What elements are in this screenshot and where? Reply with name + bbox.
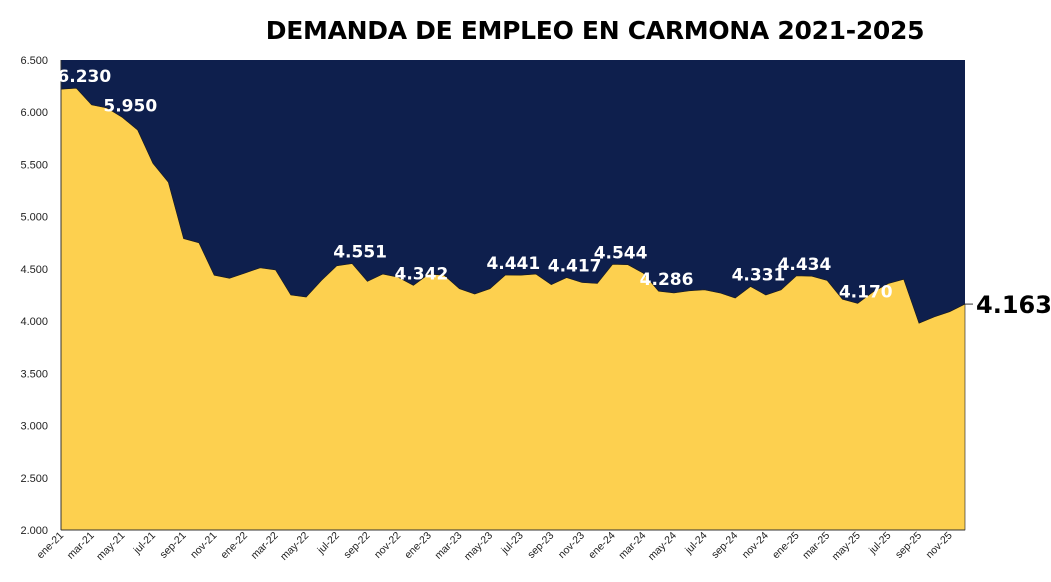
y-tick-label: 4.000	[20, 316, 48, 328]
x-tick-label: ene-25	[770, 530, 802, 562]
chart-title: DEMANDA DE EMPLEO EN CARMONA 2021-2025	[265, 16, 925, 45]
data-label: 4.170	[839, 282, 893, 302]
x-tick-label: sep-24	[709, 530, 740, 561]
x-tick-label: sep-25	[893, 530, 924, 561]
data-label: 4.342	[395, 264, 449, 284]
x-tick-label: nov-23	[556, 530, 587, 561]
x-tick-label: sep-23	[525, 530, 556, 561]
x-tick-label: jul-25	[866, 530, 893, 557]
y-tick-label: 5.500	[20, 159, 48, 171]
x-tick-label: mar-24	[616, 530, 648, 562]
x-tick-label: jul-22	[315, 530, 342, 557]
x-tick-label: mar-25	[800, 530, 832, 562]
x-tick-label: nov-21	[188, 530, 219, 561]
y-tick-label: 3.000	[20, 421, 48, 433]
data-label: 4.544	[594, 243, 648, 263]
x-tick-label: sep-21	[158, 530, 189, 561]
x-tick-label: sep-22	[341, 530, 372, 561]
y-tick-label: 2.000	[20, 525, 48, 537]
x-tick-label: mar-22	[249, 530, 281, 562]
x-tick-label: jul-23	[498, 530, 525, 557]
x-tick-label: mar-23	[432, 530, 464, 562]
y-tick-label: 4.500	[20, 264, 48, 276]
y-tick-label: 6.500	[20, 55, 48, 67]
x-tick-label: nov-25	[924, 530, 955, 561]
x-tick-label: ene-22	[218, 530, 250, 562]
last-value-label: 4.163	[976, 291, 1051, 319]
y-tick-label: 2.500	[20, 473, 48, 485]
x-tick-label: may-23	[462, 530, 495, 563]
data-label: 4.417	[548, 257, 602, 277]
x-tick-label: may-24	[646, 530, 679, 563]
demand-area	[60, 87, 966, 531]
x-tick-label: ene-24	[586, 530, 618, 562]
data-label: 5.950	[103, 96, 157, 116]
y-tick-label: 3.500	[20, 368, 48, 380]
data-label: 6.230	[57, 67, 111, 87]
x-tick-label: nov-22	[372, 530, 403, 561]
x-tick-label: may-21	[94, 530, 127, 563]
data-label: 4.441	[486, 254, 540, 274]
x-tick-label: may-22	[278, 530, 311, 563]
y-tick-label: 6.000	[20, 107, 48, 119]
data-label: 4.434	[778, 255, 832, 275]
y-tick-label: 5.000	[20, 212, 48, 224]
x-tick-label: ene-23	[402, 530, 434, 562]
data-label: 4.331	[732, 266, 786, 286]
x-tick-label: jul-21	[131, 530, 158, 557]
x-tick-label: nov-24	[740, 530, 771, 561]
x-tick-label: jul-24	[682, 530, 709, 557]
data-label: 4.286	[640, 270, 694, 290]
data-label: 4.551	[333, 243, 387, 263]
x-tick-label: mar-21	[65, 530, 97, 562]
x-tick-label: may-25	[830, 530, 863, 563]
